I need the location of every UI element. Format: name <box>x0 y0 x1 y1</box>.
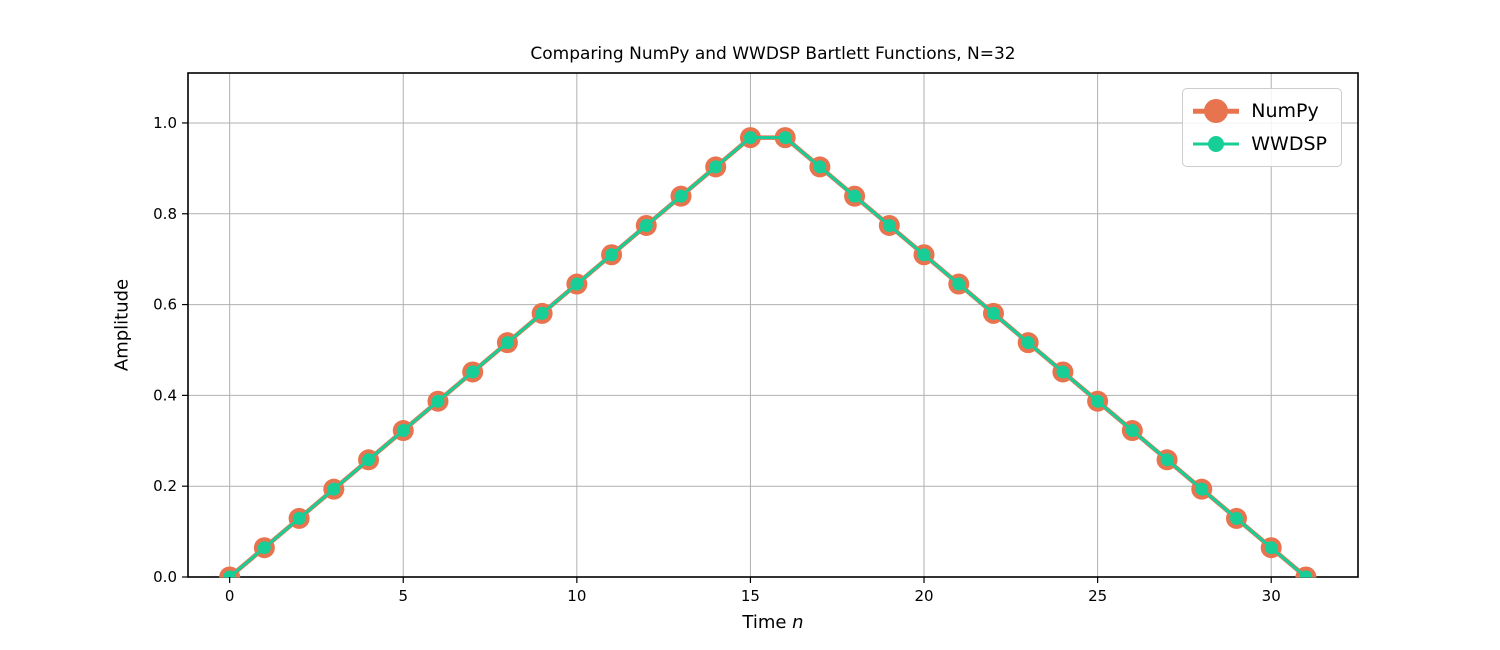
legend-entry-wwdsp: WWDSP <box>1193 131 1327 157</box>
data-point <box>257 541 271 555</box>
data-point <box>362 453 376 467</box>
data-point <box>500 336 514 350</box>
numpy-line-marker-icon <box>1193 98 1240 124</box>
data-point <box>674 189 688 203</box>
x-tick-label: 0 <box>225 587 235 605</box>
data-point <box>431 394 445 408</box>
data-point <box>743 131 757 145</box>
chart-title: Comparing NumPy and WWDSP Bartlett Funct… <box>530 44 1016 64</box>
x-tick-label: 30 <box>1262 587 1281 605</box>
data-point <box>1160 453 1174 467</box>
data-point <box>709 160 723 174</box>
data-point <box>952 277 966 291</box>
data-point <box>1091 394 1105 408</box>
x-axis-label-text: Time <box>742 612 793 633</box>
data-point <box>639 218 653 232</box>
legend-label-numpy: NumPy <box>1251 100 1319 122</box>
y-tick-label: 0.0 <box>153 568 177 586</box>
data-point <box>1056 365 1070 379</box>
data-point <box>535 306 549 320</box>
x-tick-label: 15 <box>741 587 760 605</box>
y-tick-label: 1.0 <box>153 114 177 132</box>
data-point <box>778 131 792 145</box>
data-point <box>1195 482 1209 496</box>
data-point <box>813 160 827 174</box>
data-point <box>223 570 237 578</box>
data-point <box>605 248 619 262</box>
y-tick-label: 0.4 <box>153 386 177 404</box>
data-point <box>1229 511 1243 525</box>
data-point <box>1021 336 1035 350</box>
legend-label-wwdsp: WWDSP <box>1251 133 1327 155</box>
data-point <box>1299 570 1313 578</box>
x-tick-label: 10 <box>567 587 586 605</box>
data-point <box>848 189 862 203</box>
data-point <box>986 306 1000 320</box>
x-tick-label: 20 <box>914 587 933 605</box>
data-point <box>1264 541 1278 555</box>
data-point <box>917 248 931 262</box>
data-point <box>327 482 341 496</box>
legend: NumPy WWDSP <box>1182 88 1342 167</box>
x-axis-label-variable: n <box>792 612 804 633</box>
data-point <box>396 424 410 438</box>
y-tick-label: 0.6 <box>153 296 177 314</box>
data-point <box>292 511 306 525</box>
x-axis-label: Time n <box>188 612 1358 633</box>
data-point <box>570 277 584 291</box>
x-tick-label: 25 <box>1088 587 1107 605</box>
data-point <box>466 365 480 379</box>
y-tick-label: 0.8 <box>153 205 177 223</box>
y-tick-label: 0.2 <box>153 477 177 495</box>
x-tick-label: 5 <box>398 587 408 605</box>
legend-entry-numpy: NumPy <box>1193 98 1327 124</box>
data-point <box>882 218 896 232</box>
wwdsp-line-marker-icon <box>1193 131 1240 157</box>
data-point <box>1125 424 1139 438</box>
